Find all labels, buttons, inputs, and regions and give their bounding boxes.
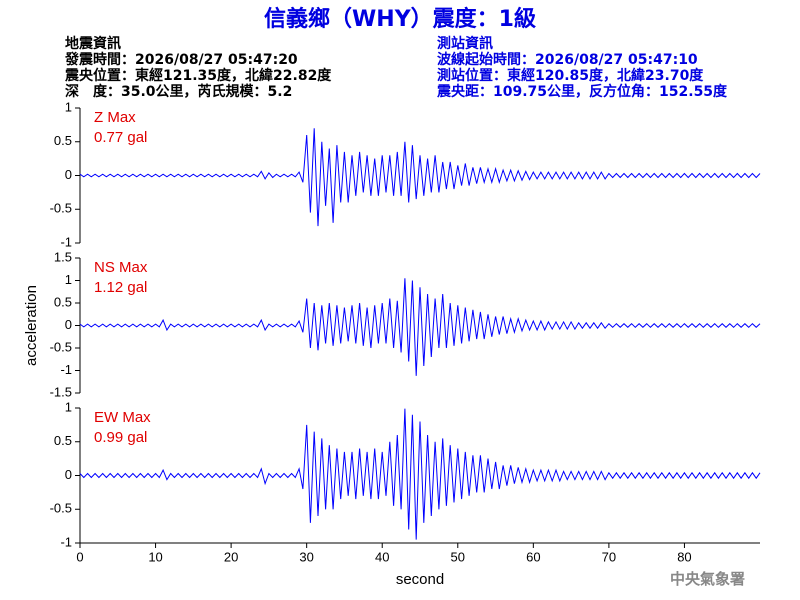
y-tick-label: -1.5 [50, 384, 72, 399]
station-line: 波線起始時間：2026/08/27 05:47:10 [437, 51, 698, 68]
y-tick-label: 1 [65, 99, 72, 114]
y-tick-label: -0.5 [50, 339, 72, 354]
y-tick-label: 0 [65, 167, 72, 182]
x-tick-label: 0 [76, 549, 83, 564]
y-tick-label: -1 [60, 362, 72, 377]
y-tick-label: 0.5 [54, 294, 72, 309]
waveform [79, 128, 761, 227]
station-line: 震央距：109.75公里，反方位角：152.55度 [436, 83, 728, 100]
info-line: 深 度：35.0公里，芮氏規模：5.2 [65, 83, 292, 100]
station-line: 測站資訊 [437, 35, 493, 52]
annotation: 0.77 gal [94, 129, 147, 146]
x-tick-label: 40 [375, 549, 389, 564]
x-tick-label: 10 [148, 549, 162, 564]
y-tick-label: 0.5 [54, 433, 72, 448]
station-line: 測站位置：東經120.85度，北緯23.70度 [437, 67, 704, 84]
info-line: 震央位置：東經121.35度，北緯22.82度 [64, 67, 332, 84]
y-tick-label: -1 [60, 534, 72, 549]
waveform [79, 408, 761, 540]
y-tick-label: -0.5 [50, 501, 72, 516]
annotation: 1.12 gal [94, 279, 147, 296]
title: 信義鄉（WHY）震度：1級 [264, 6, 536, 32]
x-tick-label: 30 [299, 549, 313, 564]
footer: 中央氣象署 [670, 570, 745, 588]
y-tick-label: 1.5 [54, 249, 72, 264]
y-tick-label: 0 [65, 317, 72, 332]
x-axis-label: second [396, 571, 444, 588]
annotation: NS Max [94, 259, 148, 276]
y-tick-label: -0.5 [50, 201, 72, 216]
annotation: EW Max [94, 409, 151, 426]
x-tick-label: 50 [451, 549, 465, 564]
x-tick-label: 80 [677, 549, 691, 564]
y-tick-label: 1 [65, 272, 72, 287]
y-tick-label: -1 [60, 234, 72, 249]
x-tick-label: 60 [526, 549, 540, 564]
x-tick-label: 70 [602, 549, 616, 564]
annotation: Z Max [94, 109, 136, 126]
info-line: 發震時間：2026/08/27 05:47:20 [64, 51, 298, 68]
annotation: 0.99 gal [94, 429, 147, 446]
y-tick-label: 0 [65, 467, 72, 482]
x-tick-label: 20 [224, 549, 238, 564]
y-axis-label: acceleration [23, 285, 40, 366]
waveform [79, 278, 761, 376]
info-line: 地震資訊 [65, 35, 121, 52]
y-tick-label: 1 [65, 399, 72, 414]
y-tick-label: 0.5 [54, 133, 72, 148]
